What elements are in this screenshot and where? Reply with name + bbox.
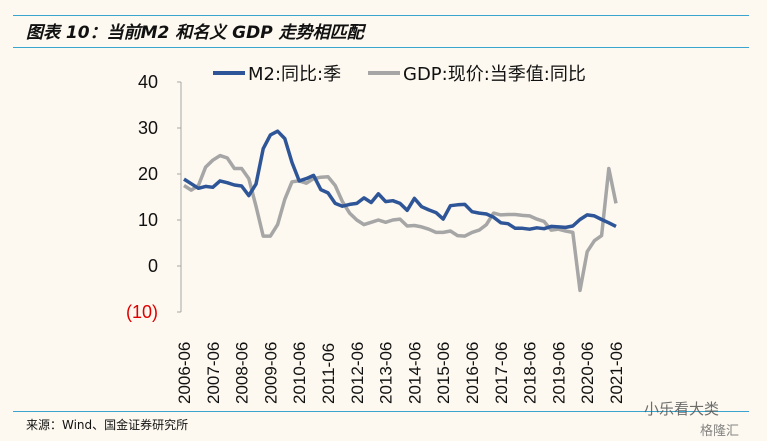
x-tick-label: 2013-06 — [377, 342, 396, 404]
gdp-series-line — [183, 153, 618, 293]
watermark-wechat: 小乐看大类 — [644, 401, 720, 418]
m2-series-line — [183, 129, 617, 231]
y-tick-label: 30 — [138, 118, 158, 138]
x-tick-label: 2010-06 — [290, 342, 309, 404]
x-tick-label: 2021-06 — [607, 342, 626, 404]
x-tick-label: 2014-06 — [405, 342, 424, 404]
y-tick-label: 40 — [138, 72, 158, 92]
x-tick-label: 2015-06 — [434, 342, 453, 404]
x-tick-label: 2017-06 — [492, 342, 511, 404]
x-tick-label: 2007-06 — [204, 342, 223, 404]
x-tick-label: 2006-06 — [175, 342, 194, 404]
x-tick-label: 2008-06 — [233, 342, 252, 404]
x-tick-label: 2012-06 — [348, 342, 367, 404]
x-tick-label: 2019-06 — [549, 342, 568, 404]
top-rule — [13, 15, 749, 16]
x-tick-label: 2016-06 — [463, 342, 482, 404]
y-tick-label: 20 — [138, 164, 158, 184]
x-tick-label: 2011-06 — [319, 343, 338, 404]
chart-title: 图表 10：当前M2 和名义 GDP 走势相匹配 — [26, 23, 364, 43]
title-rule — [13, 47, 749, 48]
legend-label-gdp: GDP:现价:当季值:同比 — [403, 64, 586, 85]
source-note: 来源：Wind、国金证券研究所 — [26, 418, 189, 432]
legend-label-m2: M2:同比:季 — [248, 64, 341, 85]
x-tick-label: 2018-06 — [521, 342, 540, 404]
bottom-rule — [13, 411, 749, 412]
y-tick-label: 0 — [148, 256, 158, 276]
y-tick-label: 10 — [138, 210, 158, 230]
x-tick-label: 2009-06 — [261, 342, 280, 404]
watermark-logo: 格隆汇 — [700, 423, 740, 438]
x-tick-label: 2020-06 — [578, 342, 597, 404]
y-tick-label: (10) — [126, 302, 158, 322]
